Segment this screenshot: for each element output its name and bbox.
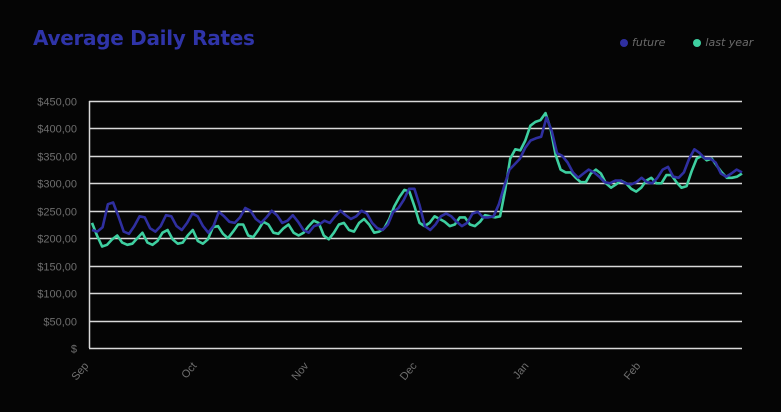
x-tick-label: Feb [622, 360, 643, 382]
y-axis: $ $50,00 $100,00 $150,00 $200,00 $250,00 $300,… [37, 97, 77, 356]
y-tick-label: $50,00 [43, 317, 77, 329]
y-tick-label: $150,00 [37, 262, 77, 274]
series-line-future [91, 116, 743, 236]
y-tick-label: $ [71, 344, 77, 356]
x-axis: Sep Oct Nov Dec Jan Feb [70, 360, 644, 383]
legend-marker-future [620, 38, 628, 47]
legend-item-future[interactable]: future [620, 36, 665, 49]
y-tick-label: $300,00 [37, 179, 77, 191]
legend: future last year [620, 36, 753, 49]
x-tick-label: Nov [290, 360, 312, 383]
x-tick-label: Oct [179, 360, 199, 381]
y-tick-label: $400,00 [37, 124, 77, 136]
y-tick-label: $200,00 [37, 234, 77, 246]
chart-title: Average Daily Rates [33, 26, 255, 50]
legend-item-last-year[interactable]: last year [693, 36, 753, 49]
legend-label-future: future [632, 36, 666, 49]
y-tick-label: $100,00 [37, 289, 77, 301]
x-tick-label: Jan [511, 360, 532, 381]
y-tick-label: $450,00 [37, 97, 77, 109]
x-tick-label: Sep [70, 360, 92, 383]
legend-marker-last-year [693, 38, 702, 47]
series-line-last-year [90, 111, 743, 248]
plot-lines [90, 111, 743, 248]
y-tick-label: $250,00 [37, 207, 77, 219]
y-tick-label: $350,00 [37, 152, 77, 164]
legend-label-last-year: last year [705, 36, 754, 49]
x-tick-label: Dec [398, 360, 420, 383]
